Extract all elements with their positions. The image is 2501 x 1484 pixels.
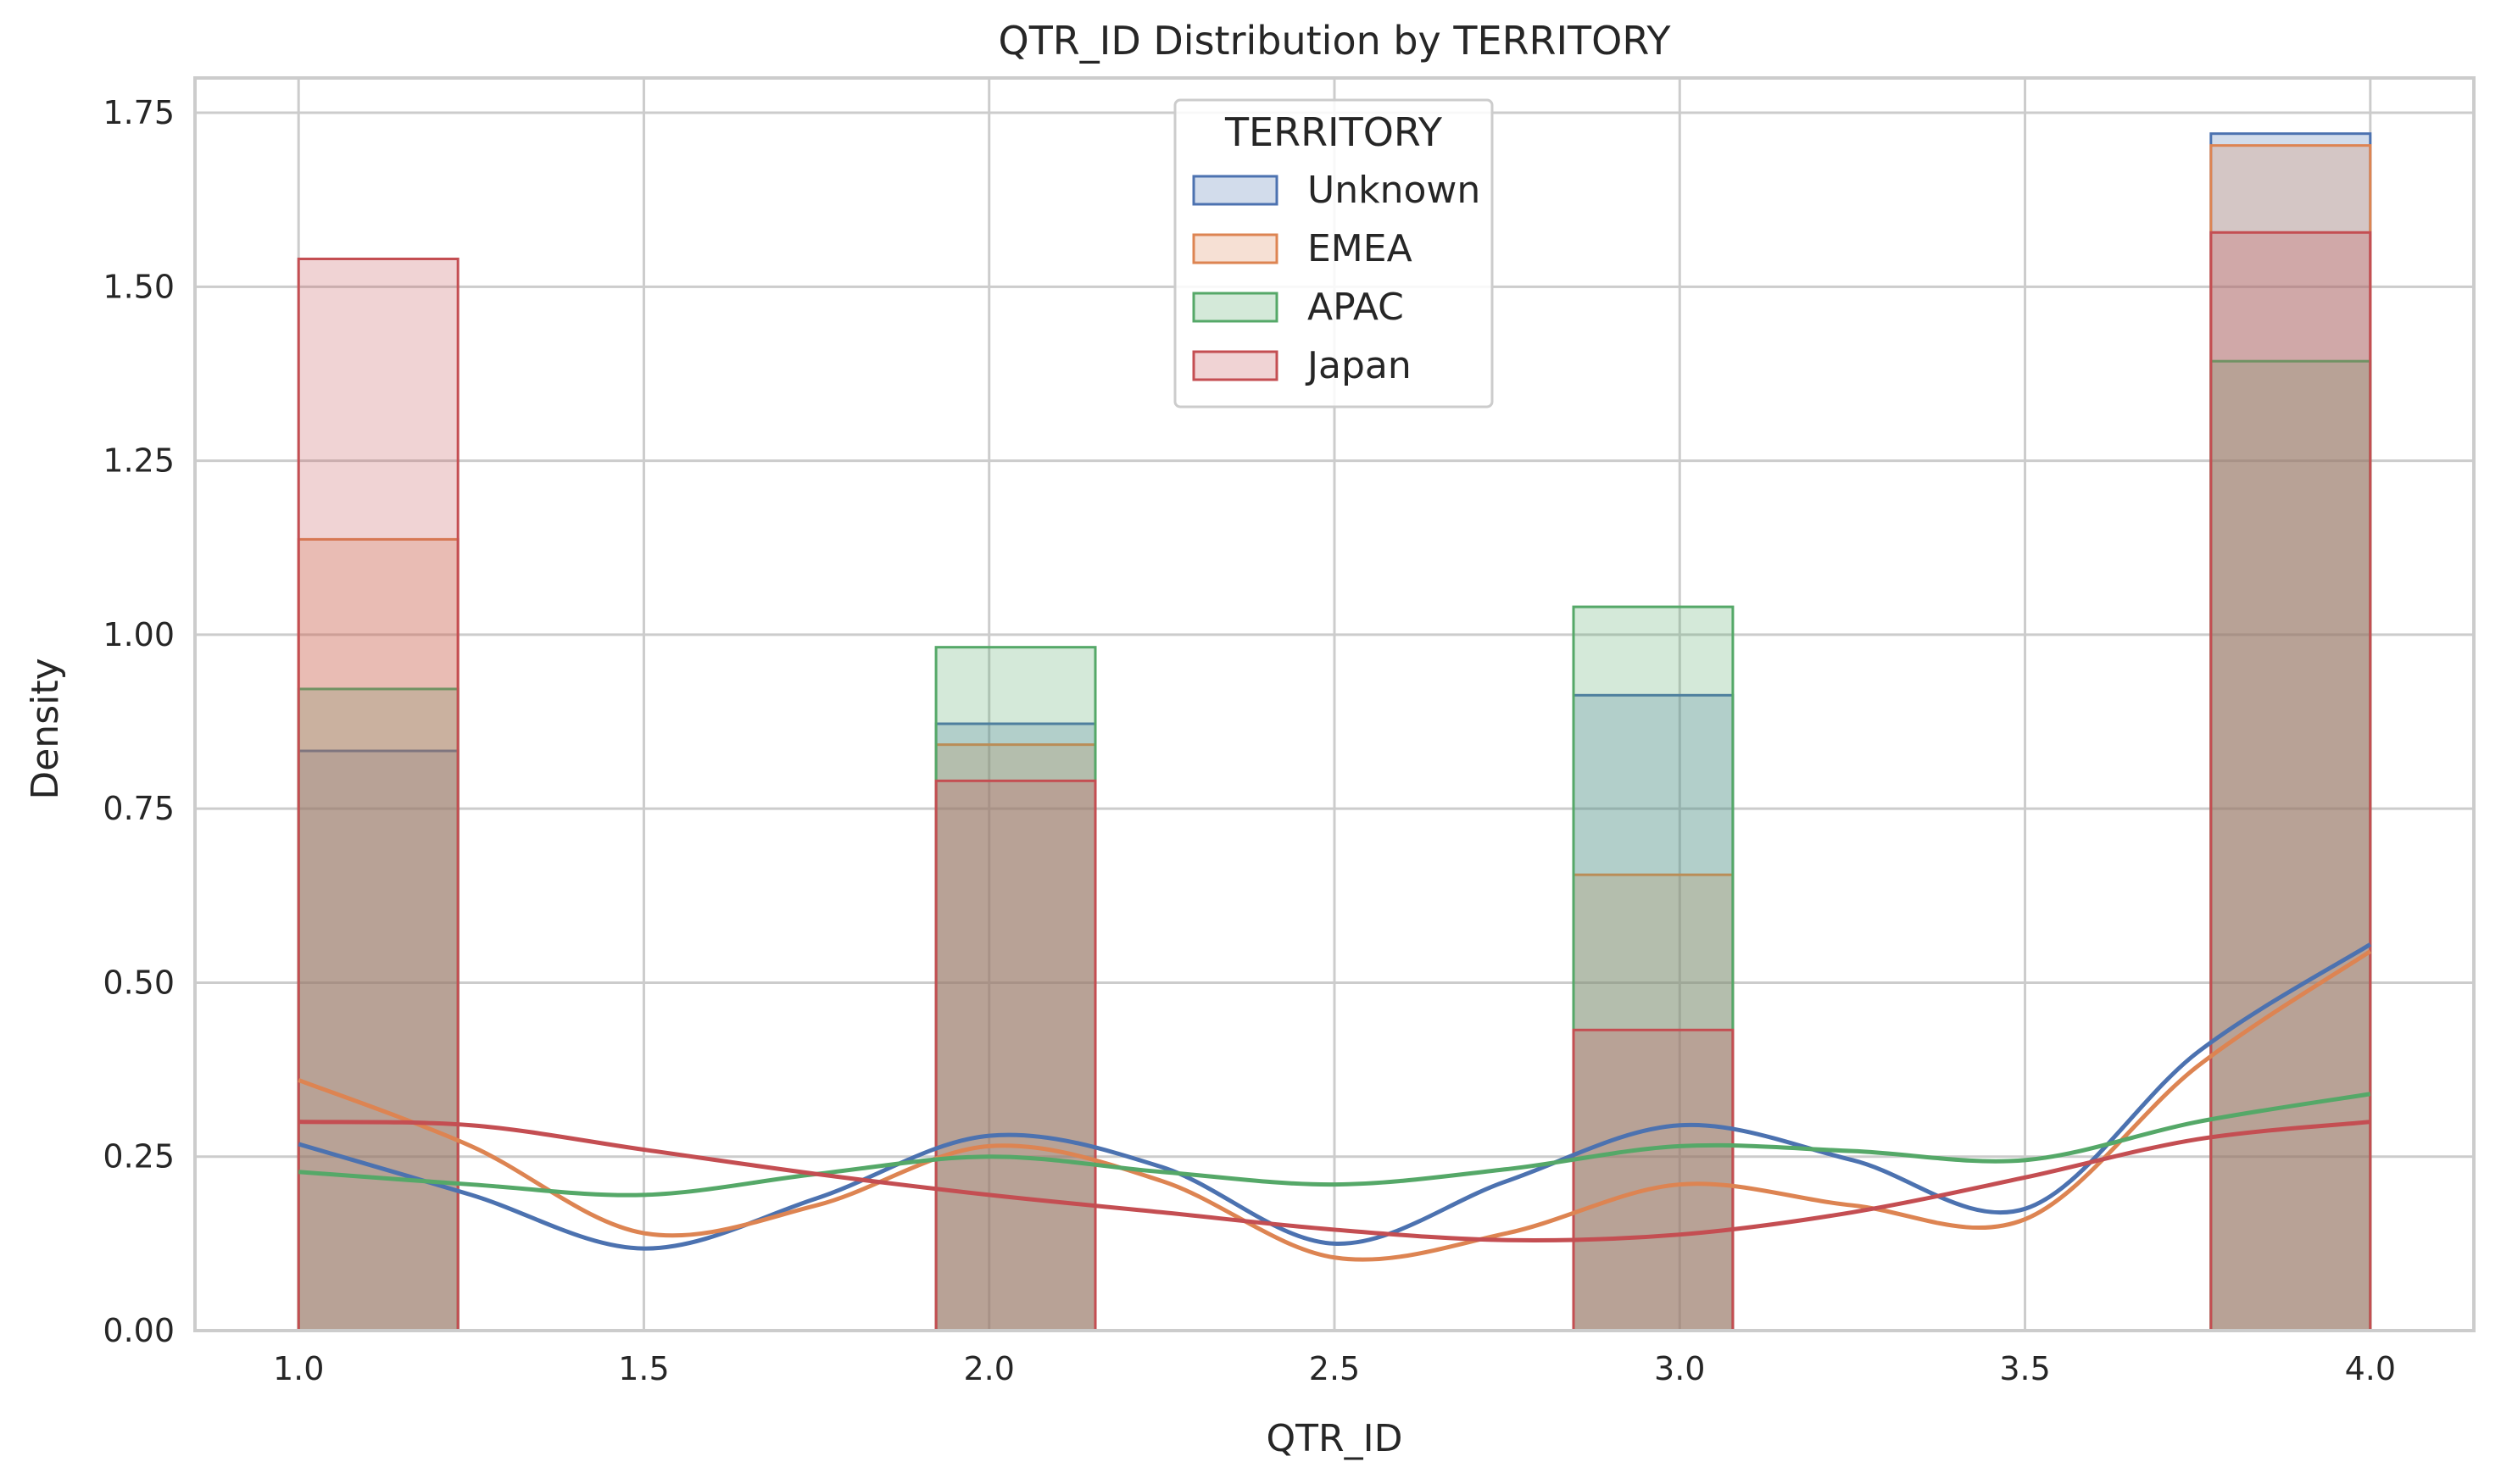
kde-curves	[298, 942, 2372, 1262]
kde-line-apac	[298, 1092, 2371, 1198]
bars-japan	[297, 231, 2372, 1332]
plot-frame	[193, 76, 2476, 1332]
histogram-bar	[2209, 359, 2372, 1332]
x-tick-label: 3.0	[1654, 1350, 1705, 1387]
x-tick-label: 4.0	[2345, 1350, 2396, 1387]
x-tick-label: 1.5	[618, 1350, 669, 1387]
y-tick-label: 1.00	[103, 616, 175, 653]
y-tick-label: 0.50	[103, 964, 175, 1001]
x-tick-label: 2.5	[1309, 1350, 1360, 1387]
legend-item-apac: APAC	[1192, 286, 1404, 329]
legend-items: Unknown EMEA APAC Japan	[1192, 169, 1480, 387]
legend-title: TERRITORY	[1224, 109, 1443, 155]
legend-swatch	[1192, 175, 1278, 206]
legend-item-unknown: Unknown	[1192, 169, 1480, 212]
kde-line-japan	[298, 1120, 2371, 1242]
histogram-bar	[2209, 132, 2372, 1332]
y-axis-label: Density	[24, 658, 67, 799]
x-axis-label: QTR_ID	[1267, 1417, 1403, 1460]
legend-item-japan: Japan	[1192, 344, 1412, 387]
x-tick-label: 1.0	[273, 1350, 324, 1387]
histogram-bar	[934, 722, 1097, 1332]
chart-title: QTR_ID Distribution by TERRITORY	[999, 18, 1672, 64]
y-tick-label: 1.50	[103, 268, 175, 305]
legend-swatch	[1192, 292, 1278, 323]
y-axis-ticks: 0.00 0.25 0.50 0.75 1.00 1.25 1.50 1.75	[103, 94, 175, 1349]
histogram-bar	[1572, 873, 1735, 1332]
x-tick-label: 2.0	[964, 1350, 1015, 1387]
y-tick-label: 1.25	[103, 442, 175, 480]
x-tick-label: 3.5	[1999, 1350, 2050, 1387]
y-tick-label: 0.75	[103, 790, 175, 827]
kde-line-unknown	[298, 942, 2372, 1251]
histogram-bar	[1572, 605, 1735, 1332]
legend-swatch	[1192, 350, 1278, 381]
histogram-bar	[297, 257, 460, 1332]
histogram-bar	[1572, 693, 1735, 1332]
legend-label: Japan	[1305, 344, 1412, 387]
kde-line-emea	[298, 949, 2372, 1262]
legend-item-emea: EMEA	[1192, 227, 1412, 270]
histogram-bar	[2209, 231, 2372, 1332]
x-axis-ticks: 1.0 1.5 2.0 2.5 3.0 3.5 4.0	[273, 1350, 2396, 1387]
histogram-bar	[934, 779, 1097, 1332]
histogram-bar	[297, 749, 460, 1332]
legend-label: Unknown	[1307, 169, 1480, 212]
histogram-bar	[934, 743, 1097, 1332]
y-tick-label: 1.75	[103, 94, 175, 131]
histogram-bar	[1572, 1028, 1735, 1332]
legend-label: EMEA	[1307, 227, 1412, 270]
y-tick-label: 0.00	[103, 1312, 175, 1349]
histogram-bars	[297, 132, 2372, 1332]
legend-swatch	[1192, 233, 1278, 264]
bars-unknown	[297, 132, 2372, 1332]
y-tick-label: 0.25	[103, 1138, 175, 1176]
legend-label: APAC	[1307, 286, 1404, 329]
legend: TERRITORY Unknown EMEA APAC Japan	[1173, 98, 1494, 409]
